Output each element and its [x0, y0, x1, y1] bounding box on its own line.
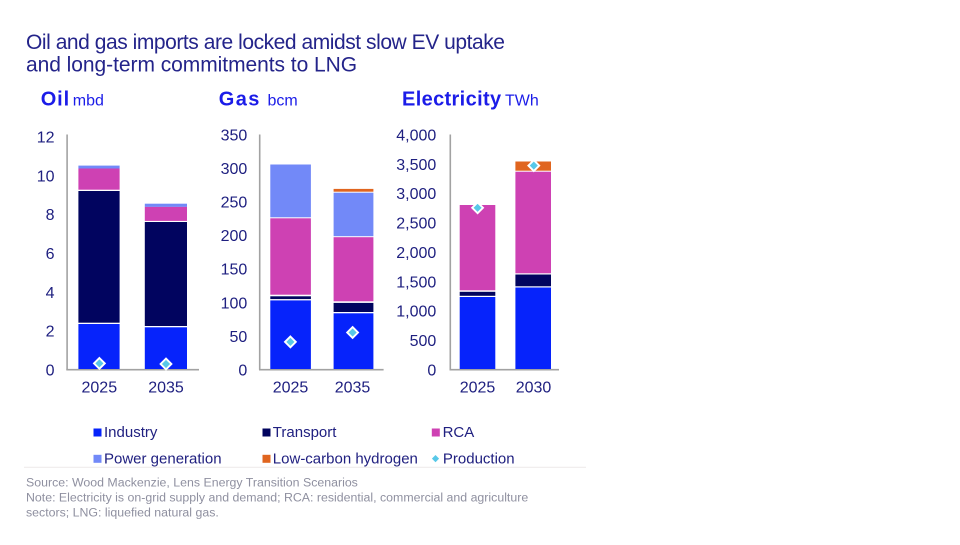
svg-text:Oil and gas imports are locked: Oil and gas imports are locked amidst sl…: [26, 31, 505, 54]
svg-text:mbd: mbd: [73, 93, 104, 110]
svg-text:2035: 2035: [148, 380, 184, 397]
svg-text:2025: 2025: [273, 380, 309, 397]
svg-text:and long-term commitments to L: and long-term commitments to LNG: [26, 54, 357, 77]
svg-text:2,000: 2,000: [396, 245, 436, 262]
svg-text:RCA: RCA: [443, 424, 475, 441]
svg-text:3,500: 3,500: [396, 157, 436, 174]
svg-text:3,000: 3,000: [396, 186, 436, 203]
svg-text:2025: 2025: [82, 380, 118, 397]
svg-text:2030: 2030: [516, 380, 552, 397]
svg-text:TWh: TWh: [505, 93, 539, 110]
svg-text:Production: Production: [443, 450, 515, 467]
svg-text:6: 6: [46, 246, 55, 263]
svg-text:12: 12: [37, 130, 55, 147]
svg-text:bcm: bcm: [268, 93, 298, 110]
svg-text:Oil: Oil: [41, 89, 70, 111]
svg-text:Note: Electricity is on-grid s: Note: Electricity is on-grid supply and …: [26, 491, 528, 505]
svg-text:1,500: 1,500: [396, 274, 436, 291]
svg-text:200: 200: [221, 228, 248, 245]
svg-text:Industry: Industry: [104, 424, 158, 441]
svg-text:100: 100: [221, 295, 248, 312]
svg-text:Low-carbon hydrogen: Low-carbon hydrogen: [273, 450, 418, 467]
svg-text:2: 2: [46, 324, 55, 341]
svg-text:Power generation: Power generation: [104, 450, 222, 467]
svg-text:0: 0: [46, 363, 55, 380]
svg-text:Transport: Transport: [273, 424, 337, 441]
svg-text:Gas: Gas: [219, 89, 261, 111]
svg-text:0: 0: [238, 363, 247, 380]
svg-text:0: 0: [427, 363, 436, 380]
svg-text:300: 300: [221, 161, 248, 178]
svg-text:2,500: 2,500: [396, 216, 436, 233]
svg-text:sectors; LNG: liquefied natura: sectors; LNG: liquefied natural gas.: [26, 506, 219, 520]
svg-text:500: 500: [410, 333, 437, 350]
svg-text:250: 250: [221, 195, 248, 212]
svg-text:Electricity: Electricity: [402, 89, 502, 111]
svg-text:4: 4: [46, 285, 55, 302]
svg-text:Source: Wood Mackenzie, Lens E: Source: Wood Mackenzie, Lens Energy Tran…: [26, 476, 358, 490]
svg-text:150: 150: [221, 262, 248, 279]
svg-text:4,000: 4,000: [396, 128, 436, 145]
svg-text:1,000: 1,000: [396, 304, 436, 321]
svg-text:2035: 2035: [335, 380, 371, 397]
svg-text:50: 50: [230, 329, 248, 346]
svg-text:350: 350: [221, 128, 248, 145]
svg-text:8: 8: [46, 207, 55, 224]
svg-text:10: 10: [37, 168, 55, 185]
svg-text:2025: 2025: [460, 380, 496, 397]
